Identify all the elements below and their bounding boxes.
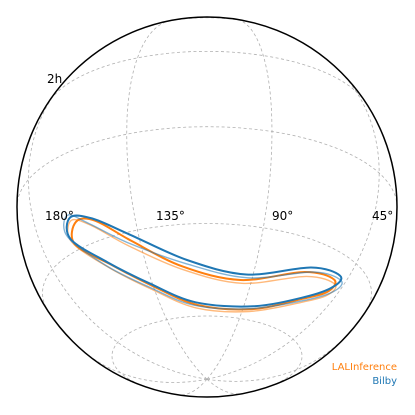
ra-tick-label-45: 45° xyxy=(372,209,393,223)
graticule-grid xyxy=(16,17,398,396)
contour-bilby xyxy=(65,214,343,308)
ra-tick-label-135: 135° xyxy=(156,209,185,223)
meridian-line xyxy=(126,20,208,380)
credible-region-contours xyxy=(63,214,343,313)
parallel-line xyxy=(42,223,372,311)
meridian-line xyxy=(206,334,348,382)
ra-tick-label-90: 90° xyxy=(272,209,293,223)
parallel-line xyxy=(16,126,398,208)
meridian-line xyxy=(206,378,243,395)
ra-tick-label-180: 180° xyxy=(45,209,74,223)
meridian-line xyxy=(178,378,208,396)
contour-bilby xyxy=(63,214,343,310)
parallel-line xyxy=(48,51,366,102)
meridian-line xyxy=(28,83,208,380)
legend-item-bilby: Bilby xyxy=(372,376,397,387)
dec-tick-label-2h: 2h xyxy=(47,72,62,86)
legend: LALInference Bilby xyxy=(332,362,397,387)
meridian-line xyxy=(82,350,208,383)
meridian-line xyxy=(206,19,273,380)
globe-outline xyxy=(16,16,398,398)
legend-item-lalinference: LALInference xyxy=(332,362,397,373)
meridian-line xyxy=(206,66,380,380)
